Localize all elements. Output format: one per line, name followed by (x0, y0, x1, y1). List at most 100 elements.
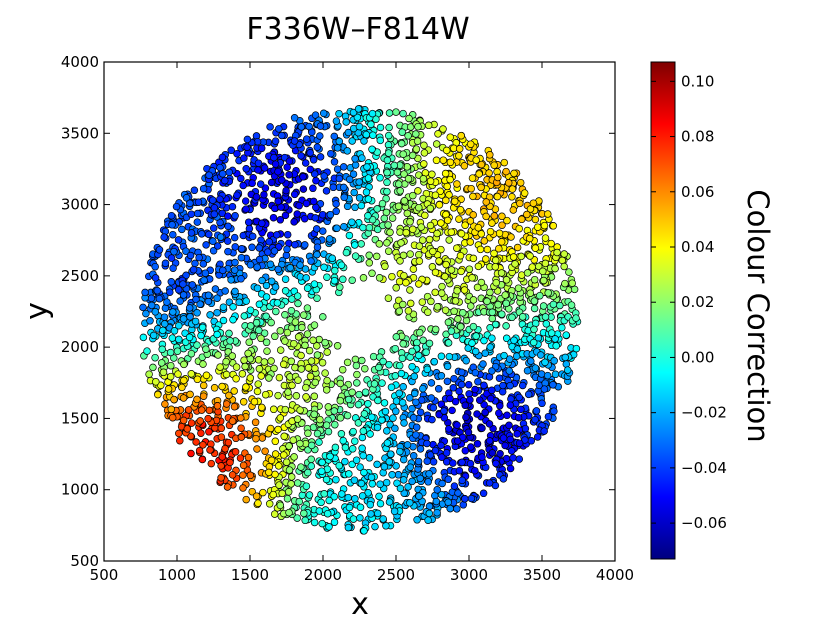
scatter-point (454, 315, 462, 323)
scatter-point (533, 223, 542, 231)
scatter-point (387, 383, 396, 392)
scatter-point (399, 109, 407, 118)
scatter-point (454, 489, 462, 497)
scatter-point (190, 186, 199, 195)
scatter-point (204, 414, 212, 423)
scatter-point (183, 425, 192, 433)
scatter-point (325, 235, 334, 243)
scatter-point (412, 398, 420, 406)
scatter-point (438, 479, 446, 488)
scatter-point (197, 406, 206, 414)
scatter-point (193, 309, 201, 317)
scatter-point (399, 455, 408, 464)
scatter-point (505, 367, 514, 375)
scatter-point (444, 318, 453, 327)
scatter-point (217, 462, 225, 470)
scatter-point (290, 190, 299, 199)
scatter-point (384, 221, 392, 229)
scatter-point (504, 179, 513, 187)
scatter-point (502, 276, 511, 284)
scatter-point (492, 459, 500, 468)
scatter-point (331, 420, 339, 429)
scatter-point (248, 179, 256, 187)
scatter-point (276, 346, 285, 354)
scatter-point (373, 460, 381, 469)
scatter-point (339, 275, 347, 284)
scatter-point (449, 384, 458, 392)
scatter-point (488, 308, 497, 317)
scatter-point (331, 266, 339, 275)
scatter-point (509, 253, 518, 261)
scatter-point (515, 439, 524, 447)
scatter-point (400, 419, 408, 427)
scatter-point (501, 291, 509, 299)
scatter-point (432, 156, 441, 165)
scatter-point (409, 225, 417, 234)
scatter-point (385, 457, 394, 466)
scatter-point (348, 218, 356, 226)
scatter-point (175, 429, 183, 438)
scatter-point (252, 492, 261, 500)
scatter-point (199, 392, 208, 400)
scatter-point (332, 117, 341, 125)
scatter-point (501, 441, 509, 450)
scatter-point (196, 417, 204, 425)
scatter-point (426, 451, 435, 459)
scatter-point (248, 487, 256, 496)
scatter-point (297, 152, 305, 160)
scatter-point (285, 442, 293, 450)
scatter-point (526, 205, 535, 213)
scatter-point (166, 288, 174, 296)
scatter-point (267, 357, 275, 365)
scatter-point (431, 288, 439, 297)
scatter-point (386, 228, 394, 237)
scatter-point (218, 382, 226, 391)
scatter-point (339, 183, 348, 192)
scatter-point (406, 463, 415, 471)
scatter-point (395, 389, 403, 398)
scatter-point (243, 135, 252, 144)
scatter-point (486, 288, 494, 297)
scatter-point (445, 191, 453, 199)
scatter-point (230, 387, 238, 395)
scatter-point (246, 471, 255, 480)
scatter-point (231, 448, 240, 456)
scatter-point (287, 357, 296, 366)
scatter-point (476, 245, 485, 254)
scatter-point (176, 436, 184, 445)
scatter-point (281, 405, 290, 414)
scatter-point (155, 294, 164, 303)
scatter-point (151, 353, 159, 362)
scatter-point (201, 269, 210, 277)
scatter-point (272, 307, 280, 316)
scatter-point (435, 257, 443, 265)
scatter-point (364, 174, 373, 182)
scatter-point (230, 266, 239, 274)
scatter-point (426, 204, 435, 213)
scatter-point (169, 230, 177, 239)
scatter-point (168, 221, 176, 229)
colorbar-tick-label: 0.00 (681, 348, 714, 366)
scatter-point (500, 158, 509, 167)
scatter-point (313, 351, 322, 359)
scatter-point (193, 395, 201, 404)
scatter-point (553, 248, 561, 257)
scatter-point (209, 224, 218, 232)
scatter-point (352, 456, 361, 464)
x-axis-label: x (351, 587, 369, 622)
scatter-point (424, 121, 433, 130)
scatter-point (402, 228, 410, 237)
scatter-point (193, 209, 202, 218)
scatter-point (393, 168, 402, 177)
scatter-point (226, 337, 234, 345)
scatter-point (350, 188, 358, 197)
scatter-point (414, 457, 423, 466)
scatter-point (294, 299, 302, 308)
scatter-point (365, 251, 373, 260)
scatter-point (399, 340, 407, 348)
scatter-point (392, 397, 401, 405)
scatter-point (384, 131, 393, 140)
scatter-point (230, 402, 239, 411)
scatter-point (541, 358, 549, 367)
scatter-point (275, 125, 283, 133)
